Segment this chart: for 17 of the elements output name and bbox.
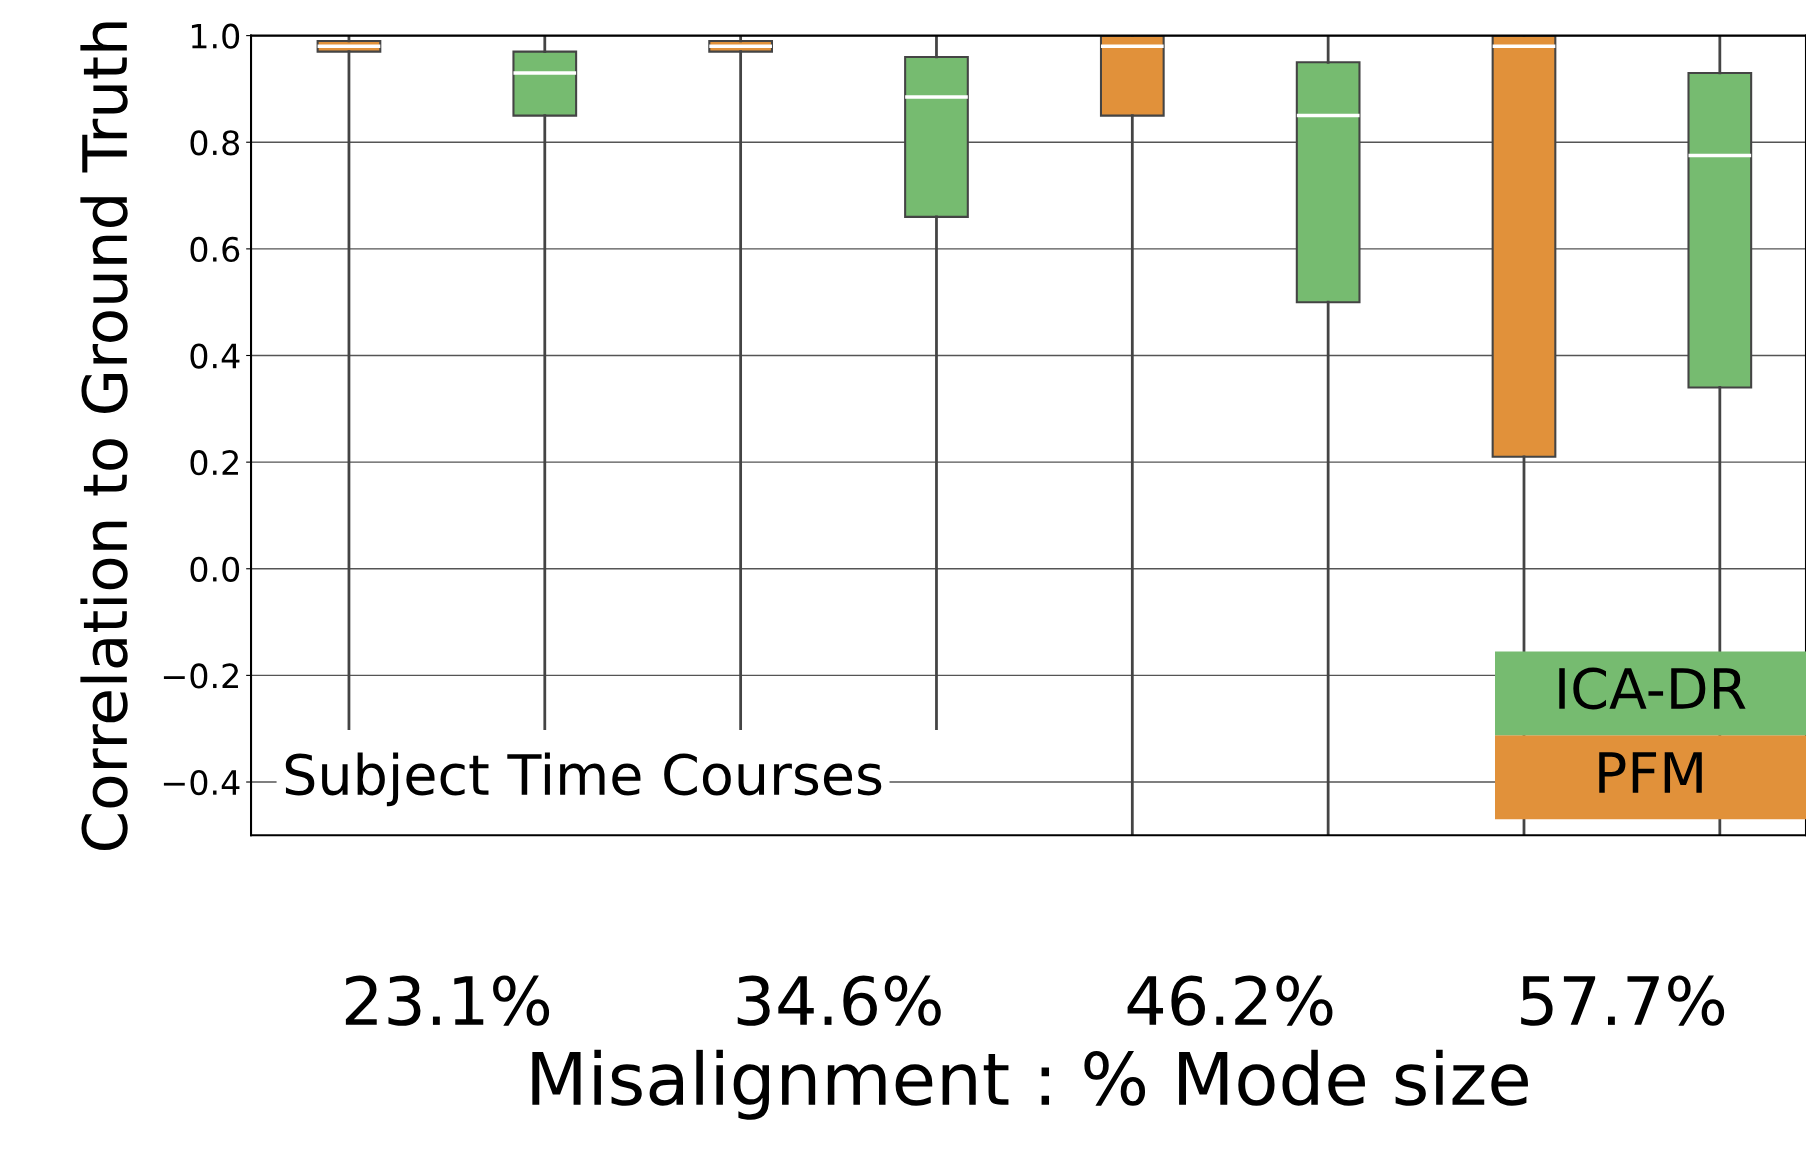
x-tick-label: 46.2% (1127, 975, 1333, 1026)
y-tick-label: 0.0 (190, 556, 240, 582)
x-axis-title: Misalignment : % Mode size (532, 1049, 1528, 1120)
y-tick-label: 0.8 (190, 130, 240, 156)
y-tick-label: −0.2 (163, 663, 238, 689)
y-tick-label: 0.2 (190, 450, 238, 476)
y-tick-label: −0.4 (163, 769, 240, 796)
annotation: Subject Time Courses (285, 752, 882, 807)
text: ICA-DR (1559, 667, 1746, 710)
text: PFM (1599, 752, 1702, 793)
x-tick-label: 34.6% (737, 975, 941, 1026)
y-axis-title: Correlation to Ground Truth (80, 22, 128, 851)
y-tick-label: 0.6 (190, 236, 240, 263)
y-tick-label: 0.4 (190, 343, 240, 369)
x-tick-label: 23.1% (345, 975, 550, 1026)
y-tick-label: 1.0 (191, 23, 240, 49)
x-tick-label: 57.7% (1521, 975, 1725, 1026)
